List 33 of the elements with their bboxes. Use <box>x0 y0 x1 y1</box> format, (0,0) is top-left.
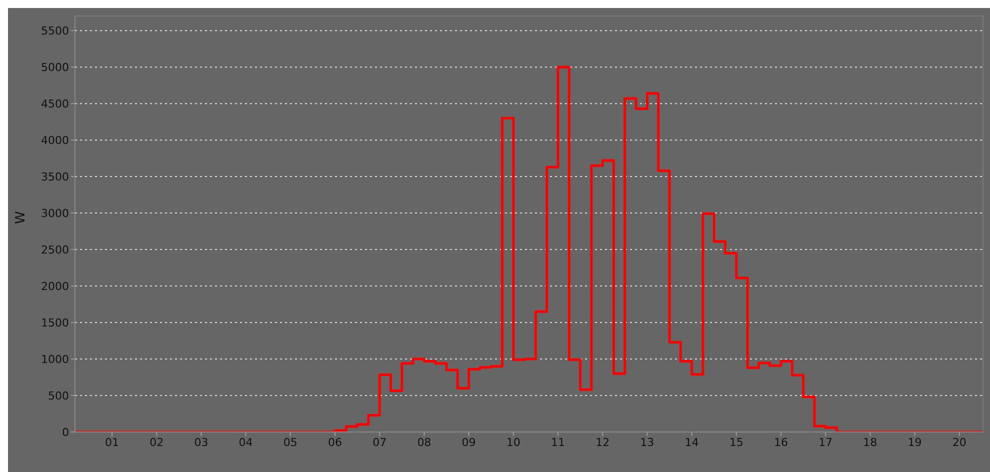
x-tick-label: 03 <box>194 436 208 449</box>
x-tick-label: 12 <box>596 436 610 449</box>
x-tick-label: 20 <box>952 436 966 449</box>
y-tick-label: 1500 <box>41 316 69 330</box>
x-tick-label: 06 <box>328 436 342 449</box>
y-tick-label: 2500 <box>41 243 69 256</box>
x-tick-label: 13 <box>640 436 654 449</box>
x-tick-label: 05 <box>283 436 298 449</box>
x-tick-label: 11 <box>550 436 565 449</box>
x-tick-label: 04 <box>238 436 253 449</box>
x-tick-label: 19 <box>908 436 922 449</box>
y-tick-label: 5000 <box>41 60 69 74</box>
y-tick-label: 1000 <box>41 352 69 366</box>
x-tick-label: 08 <box>417 436 432 449</box>
x-tick-label: 17 <box>818 436 833 449</box>
x-tick-label: 16 <box>774 436 788 449</box>
x-tick-label: 09 <box>462 436 476 449</box>
y-axis-title: W <box>14 211 29 224</box>
y-tick-label: 500 <box>48 389 69 402</box>
y-tick-label: 4000 <box>41 134 69 147</box>
y-tick-label: 0 <box>62 426 69 439</box>
x-tick-label: 01 <box>105 436 120 449</box>
y-tick-label: 3000 <box>41 206 69 220</box>
y-tick-label: 2000 <box>41 280 69 293</box>
x-tick-label: 10 <box>506 436 520 449</box>
x-tick-label: 18 <box>863 436 878 449</box>
y-tick-label: 5500 <box>41 24 69 38</box>
y-tick-label: 4500 <box>41 97 69 110</box>
x-tick-label: 07 <box>372 436 387 449</box>
x-tick-label: 02 <box>150 436 164 449</box>
x-tick-label: 15 <box>729 436 744 449</box>
x-tick-label: 14 <box>684 436 699 449</box>
y-tick-label: 3500 <box>41 170 69 184</box>
